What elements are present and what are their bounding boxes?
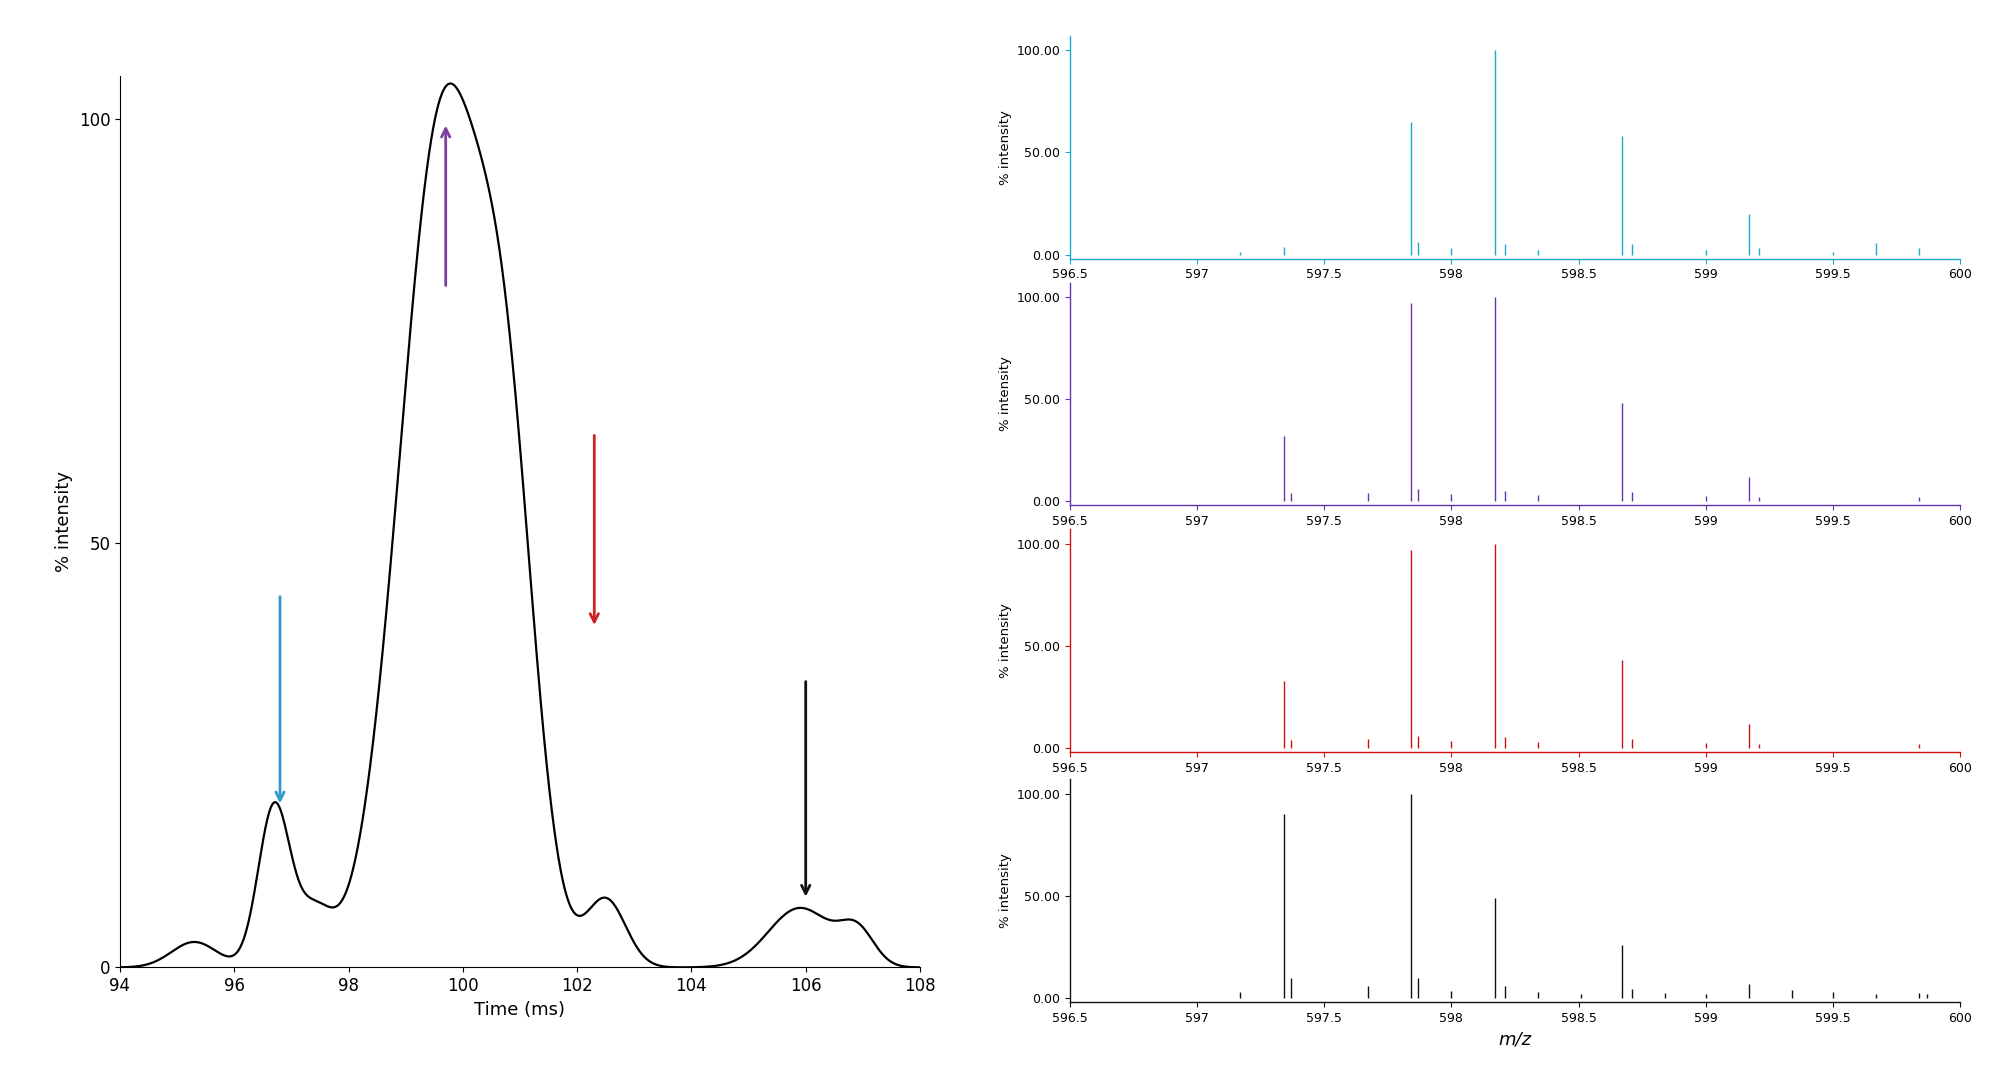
X-axis label: m/z: m/z: [1498, 1030, 1532, 1049]
Y-axis label: % intensity: % intensity: [56, 472, 74, 572]
Y-axis label: % intensity: % intensity: [1000, 603, 1012, 678]
Y-axis label: % intensity: % intensity: [1000, 110, 1012, 185]
X-axis label: Time (ms): Time (ms): [474, 1001, 566, 1019]
Y-axis label: % intensity: % intensity: [1000, 357, 1012, 432]
Y-axis label: % intensity: % intensity: [1000, 853, 1012, 928]
